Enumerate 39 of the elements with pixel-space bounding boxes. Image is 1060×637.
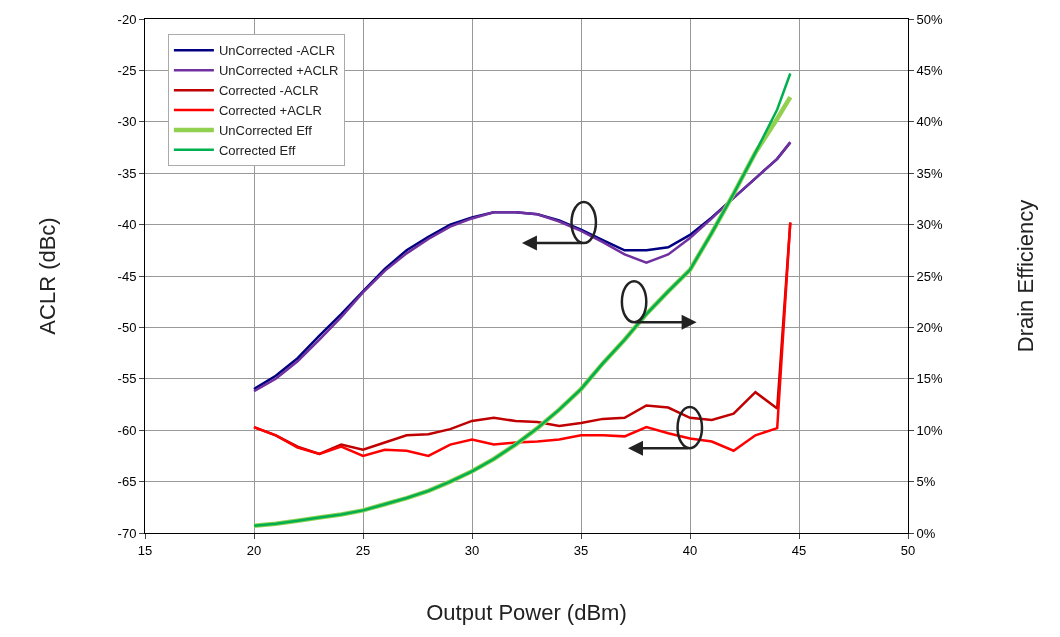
x-tick-label: 40 [682, 542, 698, 558]
y-tick-label: -35 [117, 165, 137, 181]
y-axis-title: ACLR (dBc) [35, 217, 61, 335]
x-tick-label: 20 [246, 542, 262, 558]
x-tick-label: 50 [900, 542, 916, 558]
x-tick-label: 30 [464, 542, 480, 558]
y2-tick-label: 35% [916, 165, 944, 181]
x-tick-label: 35 [573, 542, 589, 558]
y-tick-label: -30 [117, 114, 137, 130]
y2-tick-label: 25% [916, 268, 944, 284]
y2-tick-label: 15% [916, 371, 944, 387]
y2-tick-label: 10% [916, 422, 944, 438]
y-tick-label: -55 [117, 371, 137, 387]
y-tick-label: -60 [117, 422, 137, 438]
y2-axis-title: Drain Efficiency [1012, 199, 1038, 353]
y-tick-label: -25 [117, 62, 137, 78]
legend-label: Corrected +ACLR [218, 103, 322, 119]
y2-tick-label: 5% [916, 474, 936, 490]
y2-tick-label: 0% [916, 525, 936, 541]
y2-tick-label: 45% [916, 62, 944, 78]
y-tick-label: -65 [117, 474, 137, 490]
legend-label: Corrected Eff [218, 142, 296, 158]
legend-label: Corrected -ACLR [218, 83, 319, 99]
x-axis-title: Output Power (dBm) [426, 600, 627, 626]
y-tick-label: -40 [117, 217, 137, 233]
legend-label: UnCorrected +ACLR [218, 63, 339, 79]
y-tick-label: -70 [117, 525, 137, 541]
y-tick-label: -50 [117, 319, 137, 335]
x-tick-label: 15 [137, 542, 153, 558]
y2-tick-label: 50% [916, 11, 944, 27]
y2-tick-label: 20% [916, 319, 944, 335]
y-tick-label: -20 [117, 11, 137, 27]
y-tick-label: -45 [117, 268, 137, 284]
legend-label: UnCorrected Eff [218, 123, 313, 139]
x-tick-label: 45 [791, 542, 807, 558]
x-tick-label: 25 [355, 542, 371, 558]
legend-label: UnCorrected -ACLR [218, 43, 336, 59]
y2-tick-label: 30% [916, 217, 944, 233]
y2-tick-label: 40% [916, 114, 944, 130]
